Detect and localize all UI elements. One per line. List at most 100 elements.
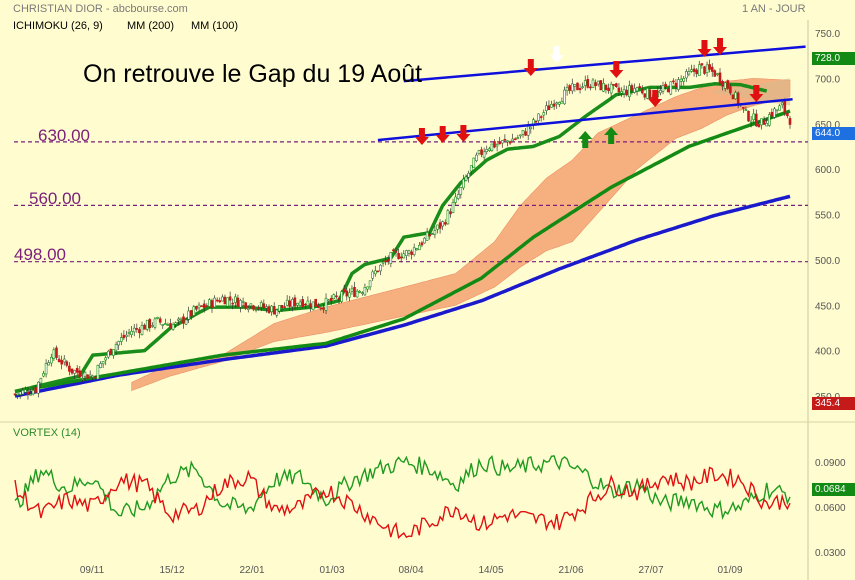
candle-body (267, 306, 271, 314)
candle-body (360, 292, 364, 295)
candle (241, 297, 245, 307)
candle-body (324, 297, 328, 311)
candle (18, 390, 22, 399)
price-tick-label: 450.0 (815, 301, 840, 312)
mm100-line (14, 109, 791, 394)
candle (373, 265, 377, 277)
candle (366, 286, 369, 293)
candle (744, 106, 748, 111)
candle-body (303, 303, 307, 306)
candle (617, 83, 621, 96)
candle-body (635, 87, 639, 92)
candle-body (412, 247, 416, 255)
candle-body (368, 280, 372, 288)
candle (547, 100, 551, 110)
candle-body (316, 305, 320, 309)
candle-body (169, 323, 172, 329)
candle-body (482, 151, 486, 158)
candle-body (542, 112, 546, 116)
candle-body (96, 365, 100, 380)
candle-body (236, 297, 240, 307)
candle-body (278, 305, 281, 312)
candle-body (329, 297, 333, 302)
candle-body (495, 144, 499, 147)
candle (529, 126, 533, 134)
candle-body (210, 300, 214, 308)
trend-upper-line (403, 45, 806, 83)
candle-body (703, 66, 706, 74)
candle (47, 360, 51, 366)
candle (60, 355, 64, 370)
candle-body (451, 202, 455, 213)
candle (29, 389, 32, 396)
candle-body (765, 123, 769, 127)
candle (392, 248, 395, 252)
candle-body (156, 316, 159, 319)
candle (99, 361, 102, 369)
vortex-tick-label: 0.0900 (815, 458, 846, 469)
candle (537, 113, 540, 125)
candle (55, 345, 58, 360)
candle-body (646, 88, 649, 99)
candle (68, 362, 71, 376)
candle-body (350, 288, 354, 292)
candle-body (749, 120, 753, 123)
sell-arrow-icon (697, 40, 712, 57)
candle (674, 79, 678, 92)
candle-body (438, 222, 442, 229)
candle-body (358, 290, 362, 293)
ichimoku-legend: ICHIMOKU (26, 9) (13, 20, 103, 32)
candle-body (436, 224, 439, 230)
candle-body (415, 248, 419, 251)
candle (275, 309, 279, 318)
candle (31, 386, 35, 396)
candle-body (16, 393, 19, 396)
candle-body (449, 211, 452, 215)
candle-body (485, 149, 489, 152)
candle (695, 68, 699, 78)
candle-body (345, 290, 349, 297)
candle (485, 145, 489, 155)
candle (57, 355, 61, 363)
candle-body (381, 261, 385, 264)
candle-body (249, 303, 253, 307)
candle-body (91, 375, 95, 378)
candle-body (734, 92, 737, 100)
candle-body (265, 306, 268, 309)
candle-body (280, 304, 284, 308)
candle-body (386, 258, 390, 262)
candle (648, 88, 652, 100)
price-tick-label: 500.0 (815, 256, 840, 267)
candle-body (524, 131, 527, 136)
candle (607, 83, 610, 94)
candle (472, 157, 476, 168)
candle-body (729, 86, 732, 94)
candle-body (578, 88, 582, 90)
candle-body (500, 140, 504, 144)
candle-body (469, 165, 473, 172)
date-tick-label: 09/11 (80, 565, 105, 576)
candle (34, 385, 38, 394)
date-tick-label: 01/03 (319, 565, 344, 576)
candle (723, 81, 727, 92)
candle (731, 94, 735, 100)
candle-body (599, 80, 603, 91)
candle-body (643, 93, 647, 98)
candle-body (226, 297, 229, 307)
candle (368, 280, 372, 291)
candle (454, 192, 457, 205)
candle-body (754, 113, 758, 127)
candle (127, 328, 131, 337)
candle (283, 302, 286, 308)
candle (441, 220, 445, 231)
candle-body (420, 242, 424, 246)
candle-body (552, 103, 556, 107)
candle-body (480, 149, 483, 155)
candle (112, 349, 115, 359)
candle-body (57, 358, 61, 363)
candle (451, 198, 455, 214)
candle-body (187, 310, 190, 320)
date-tick-label: 22/01 (239, 565, 264, 576)
candle (417, 242, 421, 251)
candle-body (192, 306, 196, 316)
